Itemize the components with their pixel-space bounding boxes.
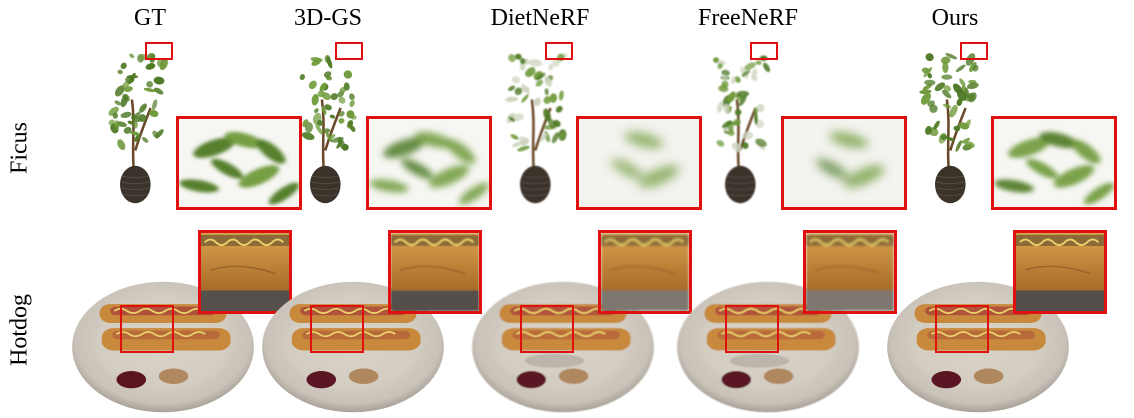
hotdog-crop-marker: [520, 305, 574, 353]
ficus-plant-image: [713, 55, 771, 204]
hotdog-render-gt: [70, 268, 256, 414]
ficus-render-dietnerf: [495, 40, 579, 210]
ficus-zoom-inset: [576, 116, 702, 210]
hotdog-render-dietnerf: [470, 268, 656, 414]
hotdog-zoom-inset: [388, 230, 482, 314]
hotdog-crop-marker: [120, 305, 174, 353]
hotdog-plate-image: [262, 281, 444, 413]
hotdog-crop-marker: [935, 305, 989, 353]
column-title-3dgs: 3D-GS: [293, 5, 363, 31]
hotdog-plate-image: [72, 281, 254, 413]
row-label-hotdog: Hotdog: [6, 294, 33, 366]
ficus-crop-marker: [335, 42, 363, 60]
column-title-dietnerf: DietNeRF: [490, 5, 590, 31]
column-title-ours: Ours: [931, 5, 979, 31]
ficus-zoom-inset: [991, 116, 1117, 210]
row-label-ficus: Ficus: [6, 121, 33, 175]
ficus-crop-marker: [960, 42, 988, 60]
hotdog-crop-marker: [310, 305, 364, 353]
hotdog-plate-image: [887, 281, 1069, 413]
ficus-crop-marker: [545, 42, 573, 60]
ficus-plant-image: [505, 53, 568, 204]
hotdog-plate-image: [677, 281, 859, 413]
hotdog-crop-marker: [725, 305, 779, 353]
ficus-plant-image: [108, 53, 168, 204]
hotdog-zoom-inset: [1013, 230, 1107, 314]
hotdog-zoom-inset: [198, 230, 292, 314]
column-title-gt: GT: [134, 5, 166, 31]
ficus-render-gt: [95, 40, 179, 210]
hotdog-zoom-inset: [803, 230, 897, 314]
hotdog-plate-image: [472, 281, 654, 413]
hotdog-render-freenerf: [675, 268, 861, 414]
ficus-render-ours: [910, 40, 994, 210]
hotdog-render-ours: [885, 268, 1071, 414]
ficus-plant-image: [299, 54, 357, 204]
hotdog-zoom-inset: [598, 230, 692, 314]
ficus-crop-marker: [145, 42, 173, 60]
ficus-render-3dgs: [285, 40, 369, 210]
ficus-zoom-inset: [781, 116, 907, 210]
ficus-plant-image: [919, 53, 979, 204]
ficus-render-freenerf: [700, 40, 784, 210]
ficus-zoom-inset: [176, 116, 302, 210]
column-title-freenerf: FreeNeRF: [698, 5, 798, 31]
ficus-crop-marker: [750, 42, 778, 60]
hotdog-render-3dgs: [260, 268, 446, 414]
ficus-zoom-inset: [366, 116, 492, 210]
